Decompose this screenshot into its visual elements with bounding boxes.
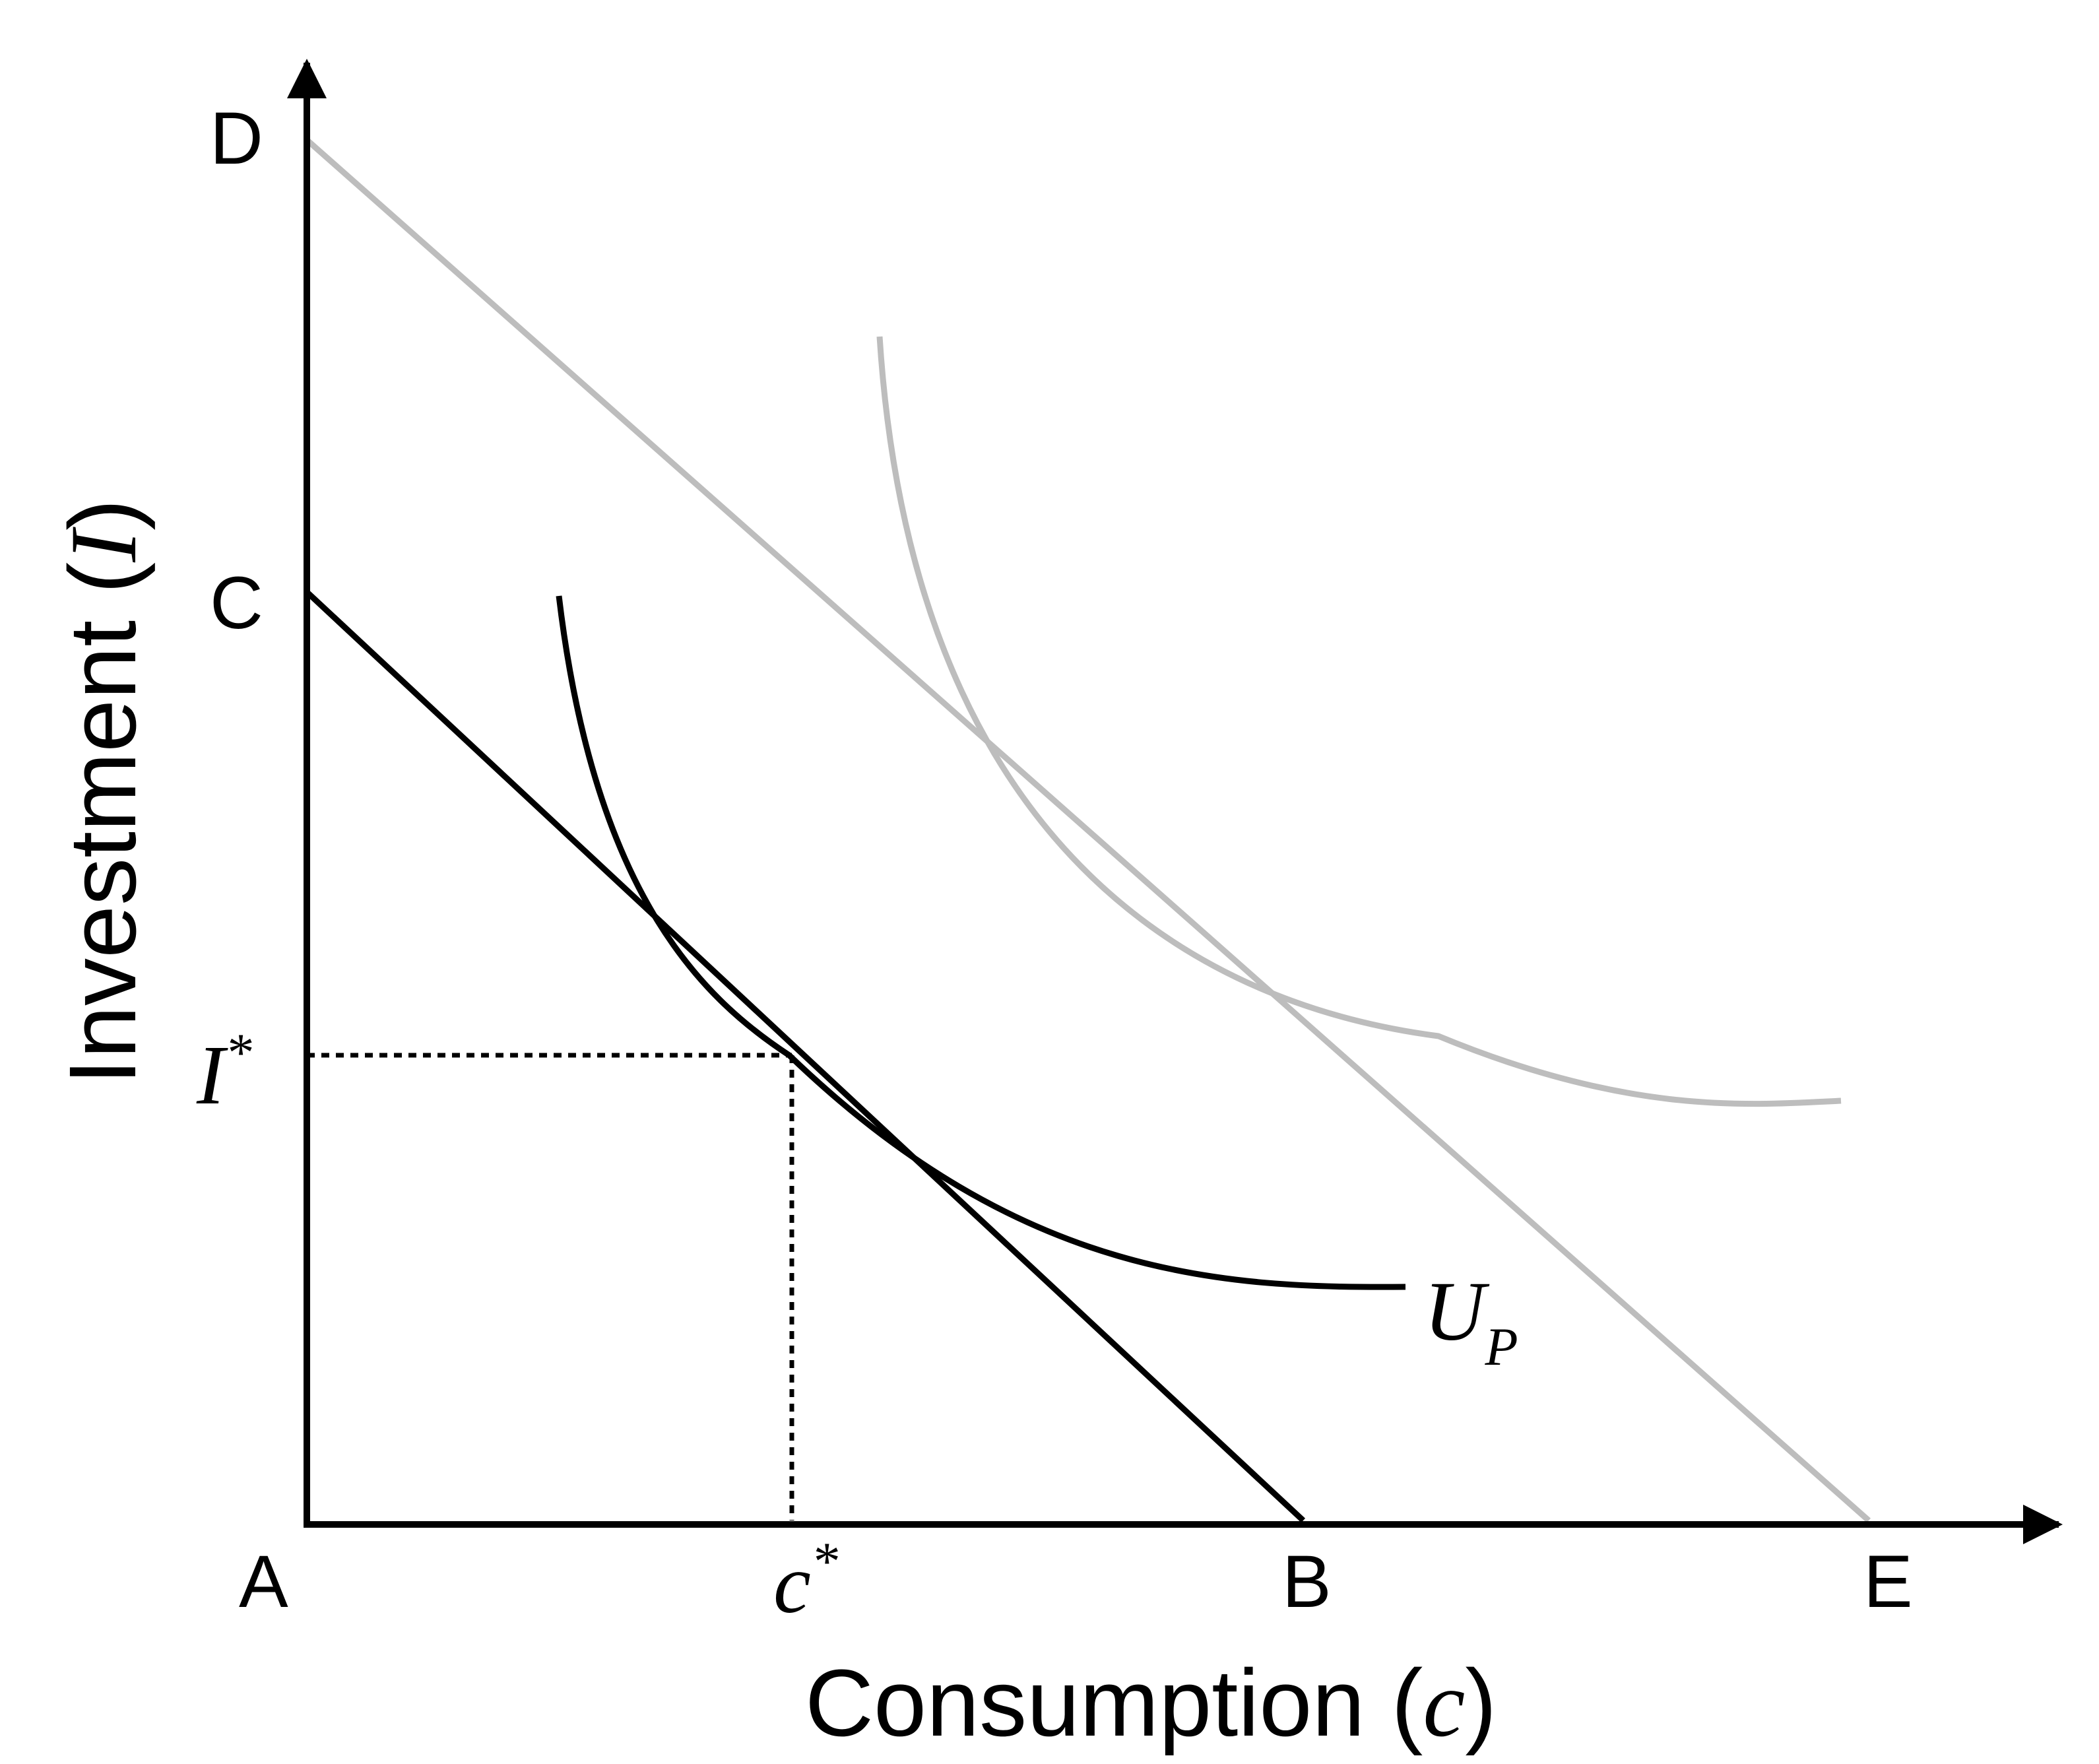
new-budget-line — [305, 137, 1871, 1523]
optimum-investment-label: I* — [196, 1022, 252, 1122]
point-label-e: E — [1863, 1540, 1913, 1623]
x-axis-title: Consumption (c) — [805, 1650, 1497, 1757]
point-label-d: D — [210, 97, 263, 180]
new-indifference-curve — [876, 336, 1842, 1107]
point-label-b: B — [1282, 1540, 1332, 1623]
y-axis-title: Investment (I) — [49, 499, 156, 1085]
indifference-curve-label: UP — [1424, 1264, 1518, 1377]
optimum-consumption-label: c* — [773, 1531, 838, 1631]
current-budget-line — [304, 589, 1306, 1523]
point-label-c: C — [210, 562, 263, 644]
point-label-a: A — [239, 1540, 288, 1623]
indifference-curve-up — [556, 595, 1406, 1290]
